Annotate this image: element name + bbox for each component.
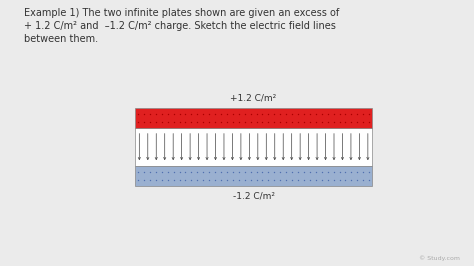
Bar [135, 128, 372, 166]
Bar [135, 108, 372, 128]
Text: © Study.com: © Study.com [419, 255, 460, 261]
Text: -1.2 C/m²: -1.2 C/m² [233, 192, 274, 201]
Bar [135, 166, 372, 186]
Text: +1.2 C/m²: +1.2 C/m² [230, 93, 277, 102]
Text: Example 1) The two infinite plates shown are given an excess of
+ 1.2 C/m² and  : Example 1) The two infinite plates shown… [24, 8, 339, 44]
